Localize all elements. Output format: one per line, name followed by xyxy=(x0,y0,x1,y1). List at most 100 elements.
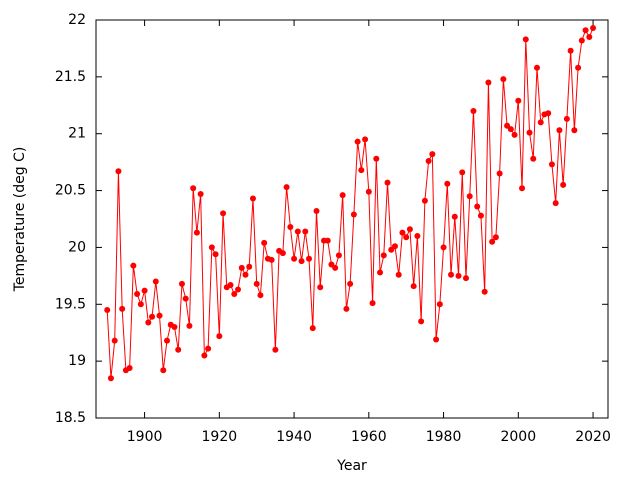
point xyxy=(530,155,537,162)
point xyxy=(309,325,316,332)
point xyxy=(369,300,376,307)
point xyxy=(466,193,473,200)
x-tick-label: 2020 xyxy=(575,429,611,445)
point xyxy=(451,213,458,220)
point xyxy=(152,278,159,285)
point xyxy=(317,284,324,291)
point xyxy=(268,256,275,263)
point xyxy=(522,36,529,43)
point xyxy=(291,255,298,262)
point xyxy=(395,271,402,278)
point xyxy=(578,37,585,44)
point xyxy=(149,313,156,320)
point xyxy=(164,337,171,344)
point xyxy=(197,190,204,197)
point xyxy=(455,272,462,279)
point xyxy=(399,229,406,236)
point xyxy=(556,127,563,134)
y-axis-label: Temperature (deg C) xyxy=(12,147,28,293)
point xyxy=(500,76,507,83)
point xyxy=(178,280,185,287)
point xyxy=(429,151,436,158)
point xyxy=(459,169,466,176)
point xyxy=(156,312,163,319)
point xyxy=(391,243,398,250)
point xyxy=(130,262,137,269)
point xyxy=(537,119,544,126)
point xyxy=(533,64,540,71)
point xyxy=(380,252,387,259)
point xyxy=(365,188,372,195)
x-tick-label: 2000 xyxy=(500,429,536,445)
point xyxy=(279,250,286,257)
y-tick-label: 18.5 xyxy=(55,410,86,426)
point xyxy=(104,306,111,313)
x-tick-label: 1960 xyxy=(351,429,387,445)
point xyxy=(134,291,141,298)
x-tick-label: 1940 xyxy=(276,429,312,445)
point xyxy=(253,280,260,287)
point xyxy=(571,127,578,134)
point xyxy=(406,226,413,233)
plot-frame xyxy=(95,19,609,419)
point xyxy=(171,324,178,331)
x-axis-label: Year xyxy=(336,458,367,474)
point xyxy=(582,27,589,34)
point xyxy=(137,301,144,308)
point xyxy=(294,228,301,235)
point xyxy=(545,110,552,117)
point xyxy=(354,138,361,145)
point xyxy=(175,346,182,353)
point xyxy=(216,333,223,340)
point xyxy=(462,275,469,282)
point xyxy=(485,79,492,86)
point xyxy=(575,64,582,71)
point xyxy=(141,287,148,294)
point xyxy=(313,208,320,215)
point xyxy=(227,281,234,288)
point xyxy=(160,367,167,374)
y-tick-label: 20 xyxy=(68,239,86,255)
point xyxy=(302,228,309,235)
point xyxy=(249,195,256,202)
point xyxy=(358,167,365,174)
point xyxy=(343,305,350,312)
point xyxy=(238,264,245,271)
point xyxy=(347,280,354,287)
point xyxy=(410,283,417,290)
point xyxy=(548,161,555,168)
point xyxy=(425,158,432,165)
point xyxy=(470,107,477,114)
y-tick-label: 21.5 xyxy=(55,69,86,85)
point xyxy=(384,179,391,186)
point xyxy=(220,210,227,217)
point xyxy=(242,271,249,278)
point xyxy=(377,269,384,276)
point xyxy=(421,197,428,204)
point xyxy=(246,263,253,270)
point xyxy=(403,234,410,241)
point xyxy=(190,185,197,192)
point xyxy=(119,305,126,312)
point xyxy=(298,258,305,265)
y-tick-label: 20.5 xyxy=(55,183,86,199)
point xyxy=(433,336,440,343)
point xyxy=(590,24,597,31)
point xyxy=(519,185,526,192)
point xyxy=(526,129,533,136)
point xyxy=(414,233,421,240)
point xyxy=(186,322,193,329)
point xyxy=(586,34,593,41)
y-tick-label: 21 xyxy=(68,126,86,142)
point xyxy=(436,301,443,308)
x-tick-label: 1980 xyxy=(426,429,462,445)
point xyxy=(182,295,189,302)
series-line xyxy=(106,27,594,379)
point xyxy=(107,375,114,382)
point xyxy=(481,288,488,295)
point xyxy=(145,319,152,326)
point xyxy=(350,211,357,218)
point xyxy=(306,255,313,262)
point xyxy=(496,170,503,177)
